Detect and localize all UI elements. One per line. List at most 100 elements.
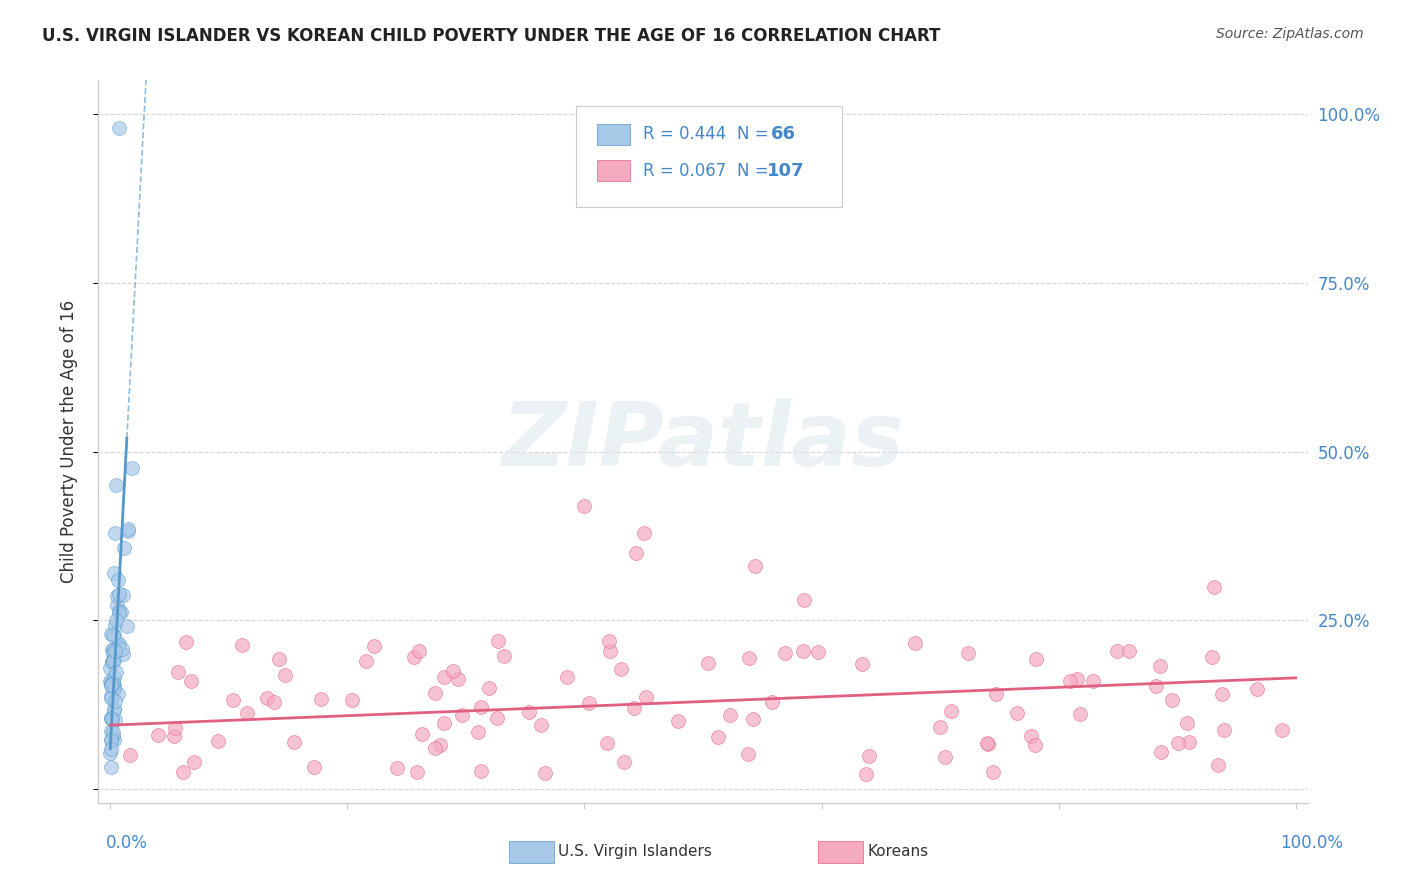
Text: 107: 107 xyxy=(768,161,804,179)
Point xyxy=(555,670,578,684)
Point xyxy=(1144,679,1167,693)
Point xyxy=(633,525,655,540)
Point xyxy=(174,635,197,649)
Point xyxy=(101,643,124,657)
Point xyxy=(1206,758,1229,772)
Point xyxy=(626,546,648,560)
Point xyxy=(100,674,122,689)
Point xyxy=(976,737,998,751)
Point xyxy=(634,690,657,705)
Point xyxy=(1149,658,1171,673)
Point xyxy=(385,761,408,775)
Point xyxy=(408,643,430,657)
Point xyxy=(101,729,124,743)
Point xyxy=(425,686,447,700)
Point xyxy=(101,654,124,668)
Point xyxy=(470,700,492,714)
Point xyxy=(107,604,129,618)
Point xyxy=(1025,651,1047,665)
Point xyxy=(100,712,122,726)
Point xyxy=(737,747,759,761)
Point xyxy=(103,701,125,715)
Point xyxy=(100,654,122,668)
Point xyxy=(478,681,501,695)
Point xyxy=(100,655,122,669)
Point xyxy=(274,667,297,681)
Point xyxy=(1150,745,1173,759)
Point xyxy=(517,705,540,719)
Point xyxy=(103,646,125,660)
Point xyxy=(363,639,385,653)
Point xyxy=(1167,736,1189,750)
Point xyxy=(447,672,470,686)
Point xyxy=(738,650,761,665)
Point xyxy=(105,589,128,603)
Point xyxy=(609,662,631,676)
Point xyxy=(486,634,509,648)
Point xyxy=(855,767,877,781)
Point xyxy=(163,729,186,743)
Point xyxy=(172,765,194,780)
Point xyxy=(858,748,880,763)
Point xyxy=(1066,672,1088,686)
Point xyxy=(103,703,125,717)
Point xyxy=(100,711,122,725)
Point xyxy=(101,712,124,726)
Point xyxy=(101,679,124,693)
Point xyxy=(302,760,325,774)
Point xyxy=(107,573,129,587)
Point xyxy=(111,641,134,656)
Point xyxy=(117,522,139,536)
Point xyxy=(1019,729,1042,743)
Point xyxy=(533,766,555,780)
Point xyxy=(167,665,190,680)
Point xyxy=(267,652,290,666)
Point xyxy=(342,693,364,707)
Point xyxy=(100,690,122,705)
Point xyxy=(103,678,125,692)
Point xyxy=(1059,673,1081,688)
Point xyxy=(180,673,202,688)
Text: U.S. VIRGIN ISLANDER VS KOREAN CHILD POVERTY UNDER THE AGE OF 16 CORRELATION CHA: U.S. VIRGIN ISLANDER VS KOREAN CHILD POV… xyxy=(42,27,941,45)
Point xyxy=(792,643,814,657)
Point xyxy=(598,634,620,648)
Text: 100.0%: 100.0% xyxy=(1279,834,1343,852)
Point xyxy=(1201,650,1223,665)
Point xyxy=(1246,681,1268,696)
Point xyxy=(207,733,229,747)
Point xyxy=(100,627,122,641)
Point xyxy=(1005,706,1028,720)
Point xyxy=(231,638,253,652)
Point xyxy=(100,724,122,739)
Point xyxy=(613,756,636,770)
Point xyxy=(115,618,138,632)
Text: Source: ZipAtlas.com: Source: ZipAtlas.com xyxy=(1216,27,1364,41)
Point xyxy=(668,714,690,728)
Point xyxy=(433,715,456,730)
Point xyxy=(793,593,815,607)
FancyBboxPatch shape xyxy=(576,105,842,207)
Point xyxy=(1178,735,1201,749)
Point xyxy=(742,712,765,726)
Point xyxy=(100,760,122,774)
Point xyxy=(104,525,127,540)
Point xyxy=(1083,674,1105,689)
Point xyxy=(761,695,783,709)
Point xyxy=(100,661,122,675)
Text: R = 0.444: R = 0.444 xyxy=(643,126,725,144)
Point xyxy=(1175,715,1198,730)
Point xyxy=(851,657,873,671)
Point xyxy=(934,749,956,764)
Point xyxy=(599,644,621,658)
Point xyxy=(107,640,129,654)
Point xyxy=(103,642,125,657)
Point xyxy=(720,707,742,722)
Point xyxy=(100,678,122,692)
Point xyxy=(1024,738,1046,752)
Point xyxy=(578,696,600,710)
Point xyxy=(236,706,259,721)
Point xyxy=(1271,723,1294,738)
Point xyxy=(103,732,125,747)
Point xyxy=(956,646,979,660)
Point xyxy=(1107,644,1129,658)
